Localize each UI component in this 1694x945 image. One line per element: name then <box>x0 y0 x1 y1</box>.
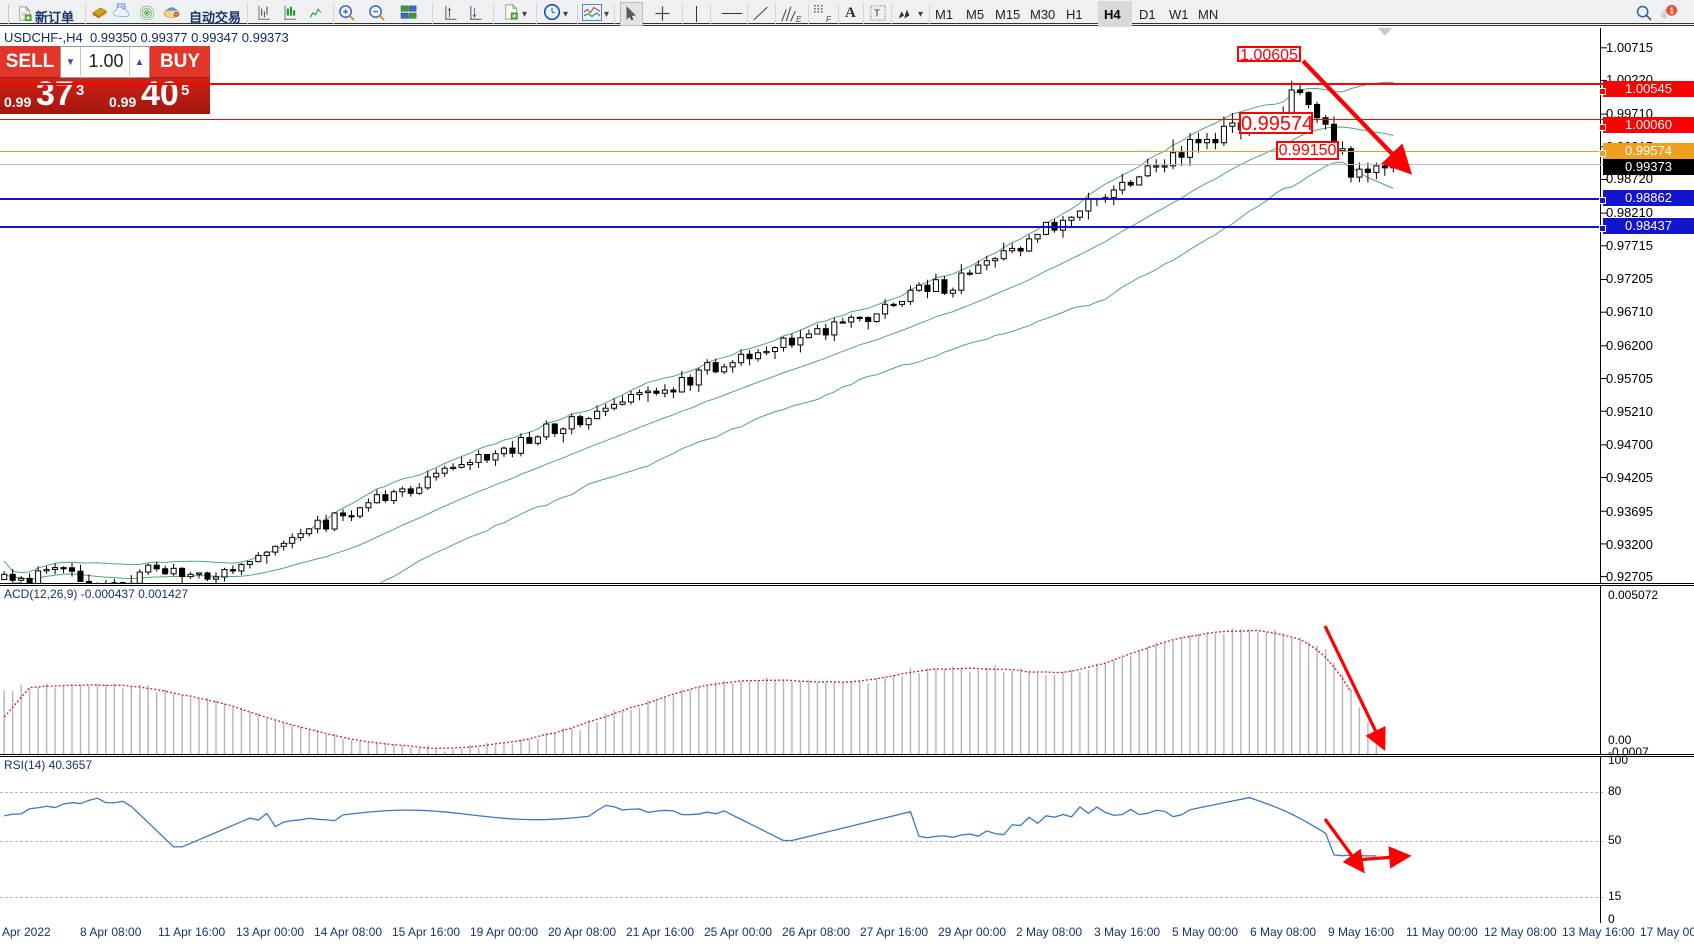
svg-text:T: T <box>874 9 880 20</box>
svg-text:1: 1 <box>1669 6 1674 15</box>
